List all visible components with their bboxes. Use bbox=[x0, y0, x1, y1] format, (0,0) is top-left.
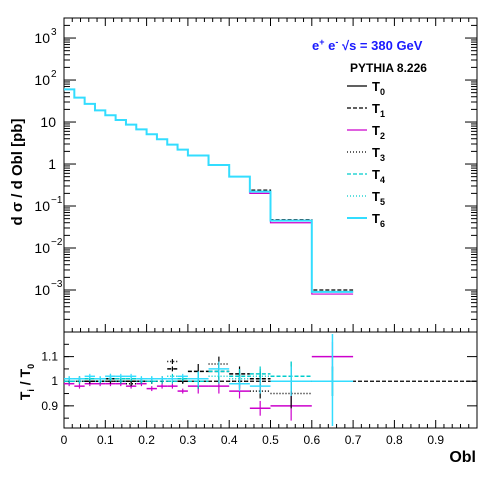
histogram-T1 bbox=[64, 88, 354, 291]
legend-label-T4: T4 bbox=[372, 167, 385, 185]
y-tick-label: 10 bbox=[34, 198, 50, 214]
ratio-frame bbox=[63, 331, 478, 429]
histogram-T5 bbox=[64, 88, 354, 293]
y-tick-label-exponent: −3 bbox=[51, 279, 63, 290]
histogram-T0 bbox=[64, 88, 354, 293]
y-tick-label: 1 bbox=[48, 156, 56, 172]
legend-label-T2: T2 bbox=[372, 123, 385, 141]
x-tick-label: 0.4 bbox=[221, 433, 238, 447]
x-tick-label: 0.2 bbox=[138, 433, 155, 447]
ratio-y-tick-label: 1.1 bbox=[41, 350, 58, 364]
y-tick-label-exponent: 3 bbox=[51, 27, 57, 38]
ratio-y-axis-label: Ti / T0 bbox=[17, 364, 36, 400]
x-tick-label: 0.3 bbox=[180, 433, 197, 447]
x-tick-label: 0.5 bbox=[262, 433, 279, 447]
ratio-y-tick-label: 0.9 bbox=[41, 399, 58, 413]
legend-label-T3: T3 bbox=[372, 145, 385, 163]
x-tick-label: 0.9 bbox=[427, 433, 444, 447]
ratio-panel: 0.9 1 1.1 Ti / T0 0 0.1 0.2 0.3 0.4 0.5 0.6 0.7 0.8 0… bbox=[17, 331, 478, 447]
y-tick-label-exponent: −1 bbox=[51, 195, 63, 206]
y-tick-label: 10 bbox=[34, 72, 50, 88]
x-tick-label: 0.7 bbox=[345, 433, 362, 447]
histogram-T4 bbox=[64, 88, 354, 293]
y-tick-label: 10 bbox=[34, 30, 50, 46]
chart-subtitle: PYTHIA 8.226 bbox=[350, 61, 427, 75]
x-tick-label: 0 bbox=[61, 433, 68, 447]
x-tick-label: 0.1 bbox=[97, 433, 114, 447]
x-tick-label: 0.8 bbox=[386, 433, 403, 447]
histogram-T3 bbox=[64, 88, 354, 293]
y-tick-label-exponent: −2 bbox=[51, 237, 63, 248]
y-tick-label: 10 bbox=[34, 240, 50, 256]
y-tick-label: 10 bbox=[40, 114, 56, 130]
legend-label-T0: T0 bbox=[372, 79, 385, 97]
histogram-T6 bbox=[64, 88, 354, 293]
legend-label-T5: T5 bbox=[372, 189, 385, 207]
histogram-T2 bbox=[64, 88, 354, 295]
legend-label-T6: T6 bbox=[372, 211, 385, 229]
legend-label-T1: T1 bbox=[372, 101, 385, 119]
ratio-y-tick-label: 1 bbox=[51, 374, 58, 388]
top-y-axis-label: d σ / d Obl [pb] bbox=[9, 119, 26, 226]
x-axis-label: Obl bbox=[449, 449, 476, 466]
chart-title: e+ e- √s = 380 GeV bbox=[312, 37, 423, 53]
x-tick-label: 0.6 bbox=[303, 433, 320, 447]
y-tick-label: 10 bbox=[34, 282, 50, 298]
y-tick-label-exponent: 2 bbox=[51, 69, 57, 80]
